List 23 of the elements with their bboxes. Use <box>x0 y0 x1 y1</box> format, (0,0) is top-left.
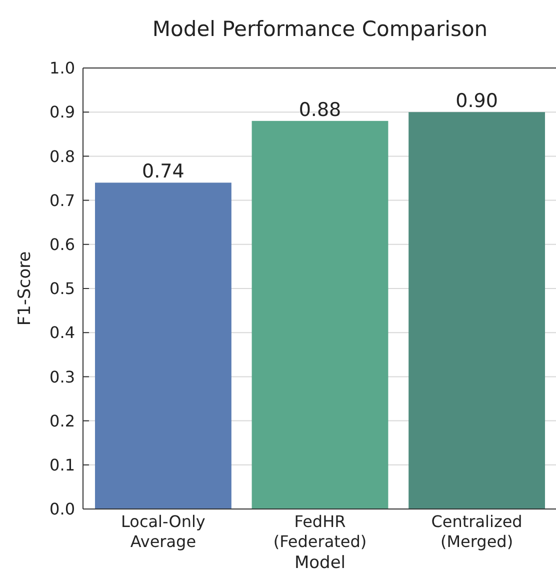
bar <box>408 112 545 509</box>
y-tick-label: 0.4 <box>50 323 75 342</box>
x-axis-title: Model <box>294 553 346 572</box>
data-label: 0.90 <box>456 90 498 112</box>
y-axis-title: F1-Score <box>15 251 35 326</box>
data-label: 0.74 <box>142 160 184 183</box>
bar <box>95 182 232 509</box>
y-tick-label: 0.9 <box>50 102 75 122</box>
x-tick-label: FedHR (Federated) <box>273 512 367 551</box>
y-tick-label: 0.8 <box>50 146 75 166</box>
x-tick-label: Centralized (Merged) <box>431 512 522 551</box>
bar <box>252 120 388 509</box>
data-label: 0.88 <box>298 98 342 121</box>
y-tick-label: 0.6 <box>50 235 75 254</box>
y-tick-label: 0.0 <box>50 500 75 519</box>
chart-title: Model Performance Comparison <box>152 17 488 41</box>
y-tick-label: 0.3 <box>50 367 75 386</box>
y-tick-label: 1.0 <box>50 58 75 78</box>
y-tick-label: 0.2 <box>50 411 75 430</box>
y-tick-label: 0.7 <box>50 190 75 210</box>
y-tick-label: 0.1 <box>50 456 75 474</box>
y-tick-label: 0.5 <box>50 279 75 298</box>
x-tick-label: Local-Only Average <box>121 512 206 551</box>
